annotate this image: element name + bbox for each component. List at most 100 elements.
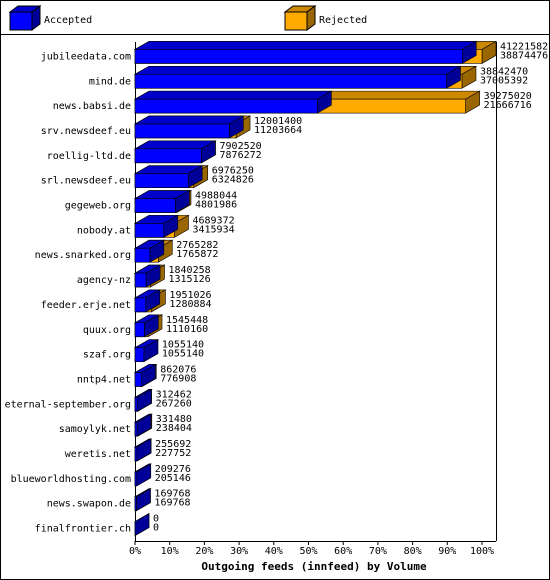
value-label: 1545448 bbox=[166, 315, 208, 326]
x-tick-label: 10% bbox=[161, 546, 179, 557]
bar bbox=[134, 421, 138, 437]
bar bbox=[134, 223, 165, 238]
bar bbox=[134, 173, 189, 188]
value-label: 1280884 bbox=[169, 299, 211, 310]
x-tick-label: 40% bbox=[265, 546, 283, 557]
legend-label: Rejected bbox=[319, 15, 367, 26]
y-tick-label: quux.org bbox=[83, 325, 131, 336]
value-label: 0 bbox=[153, 523, 159, 534]
y-tick-label: mind.de bbox=[89, 76, 131, 87]
bar bbox=[134, 98, 318, 114]
legend-label: Accepted bbox=[44, 15, 92, 26]
value-label: 4801986 bbox=[195, 200, 237, 211]
value-label: 6324826 bbox=[212, 175, 254, 186]
y-tick-label: srl.newsdeef.eu bbox=[41, 176, 131, 187]
bar bbox=[134, 148, 202, 164]
legend-swatch bbox=[284, 11, 308, 31]
y-tick-label: jubileedata.com bbox=[41, 51, 131, 62]
value-label: 1110160 bbox=[166, 324, 208, 335]
bar bbox=[134, 372, 142, 387]
bar bbox=[134, 247, 151, 263]
value-label: 37005392 bbox=[480, 75, 528, 86]
value-label: 11203664 bbox=[254, 125, 302, 136]
y-tick-label: agency-nz bbox=[77, 275, 131, 286]
value-label: 38874476 bbox=[500, 50, 548, 61]
y-tick-label: finalfrontier.ch bbox=[35, 524, 131, 535]
y-tick-label: blueworldhosting.com bbox=[11, 474, 131, 485]
x-tick-label: 70% bbox=[369, 546, 387, 557]
x-tick-label: 20% bbox=[195, 546, 213, 557]
x-tick-label: 60% bbox=[334, 546, 352, 557]
value-label: 1840258 bbox=[168, 265, 210, 276]
bar bbox=[134, 272, 147, 288]
x-tick-label: 100% bbox=[470, 546, 494, 557]
bar-top bbox=[133, 65, 462, 75]
value-label: 2765282 bbox=[176, 240, 218, 251]
value-label: 312462 bbox=[156, 389, 192, 400]
y-tick-label: roellig-ltd.de bbox=[47, 151, 131, 162]
x-tick-label: 90% bbox=[438, 546, 456, 557]
value-label: 255692 bbox=[155, 439, 191, 450]
value-label: 209276 bbox=[155, 464, 191, 475]
value-label: 862076 bbox=[160, 364, 196, 375]
x-tick-label: 0% bbox=[129, 546, 141, 557]
bar bbox=[134, 397, 138, 412]
y-tick-label: gegeweb.org bbox=[65, 201, 131, 212]
y-tick-label: feeder.erje.net bbox=[41, 300, 131, 311]
value-label: 267260 bbox=[156, 398, 192, 409]
y-tick-label: srv.newsdeef.eu bbox=[41, 126, 131, 137]
bar-top bbox=[133, 115, 245, 125]
value-label: 227752 bbox=[155, 448, 191, 459]
legend-swatch bbox=[9, 11, 33, 31]
value-label: 169768 bbox=[154, 489, 190, 500]
bar bbox=[134, 73, 447, 89]
bar bbox=[134, 496, 137, 512]
value-label: 7876272 bbox=[220, 150, 262, 161]
value-label: 169768 bbox=[154, 498, 190, 509]
y-tick-label: news.babsi.de bbox=[53, 101, 131, 112]
value-label: 1055140 bbox=[162, 349, 204, 360]
bar bbox=[134, 198, 176, 213]
x-tick-label: 50% bbox=[299, 546, 317, 557]
bar bbox=[134, 471, 138, 487]
bar bbox=[134, 322, 145, 338]
bar bbox=[134, 49, 463, 64]
value-label: 6976250 bbox=[212, 166, 254, 177]
value-label: 41221582 bbox=[500, 41, 548, 52]
value-label: 12001400 bbox=[254, 116, 302, 127]
value-label: 21666716 bbox=[484, 100, 532, 111]
value-label: 1055140 bbox=[162, 340, 204, 351]
y-tick-label: samoylyk.net bbox=[59, 424, 131, 435]
value-label: 4689372 bbox=[192, 215, 234, 226]
y-tick-label: nntp4.net bbox=[77, 374, 131, 385]
y-tick-label: szaf.org bbox=[83, 350, 131, 361]
value-label: 205146 bbox=[155, 473, 191, 484]
x-tick-label: 80% bbox=[404, 546, 422, 557]
bar bbox=[134, 347, 145, 362]
value-label: 7902520 bbox=[220, 141, 262, 152]
bar-side bbox=[134, 513, 150, 537]
bar bbox=[134, 446, 138, 462]
bar-top bbox=[133, 41, 478, 50]
value-label: 331480 bbox=[156, 414, 192, 425]
value-label: 776908 bbox=[160, 373, 196, 384]
bar-top bbox=[133, 90, 333, 100]
value-label: 4988044 bbox=[195, 191, 237, 202]
value-label: 238404 bbox=[156, 423, 192, 434]
value-label: 1315126 bbox=[168, 274, 210, 285]
y-tick-label: nobody.at bbox=[77, 225, 131, 236]
y-tick-label: news.swapon.de bbox=[47, 499, 131, 510]
x-tick-label: 30% bbox=[230, 546, 248, 557]
y-tick-label: eternal-september.org bbox=[5, 399, 131, 410]
chart-title: Outgoing feeds (innfeed) by Volume bbox=[201, 560, 427, 573]
value-label: 3415934 bbox=[192, 224, 234, 235]
y-tick-label: news.snarked.org bbox=[35, 250, 131, 261]
bar bbox=[134, 297, 147, 313]
value-label: 0 bbox=[153, 514, 159, 525]
value-label: 39275020 bbox=[484, 91, 532, 102]
y-tick-label: weretis.net bbox=[65, 449, 131, 460]
value-label: 1951026 bbox=[169, 290, 211, 301]
value-label: 1765872 bbox=[176, 249, 218, 260]
bar bbox=[134, 123, 230, 139]
